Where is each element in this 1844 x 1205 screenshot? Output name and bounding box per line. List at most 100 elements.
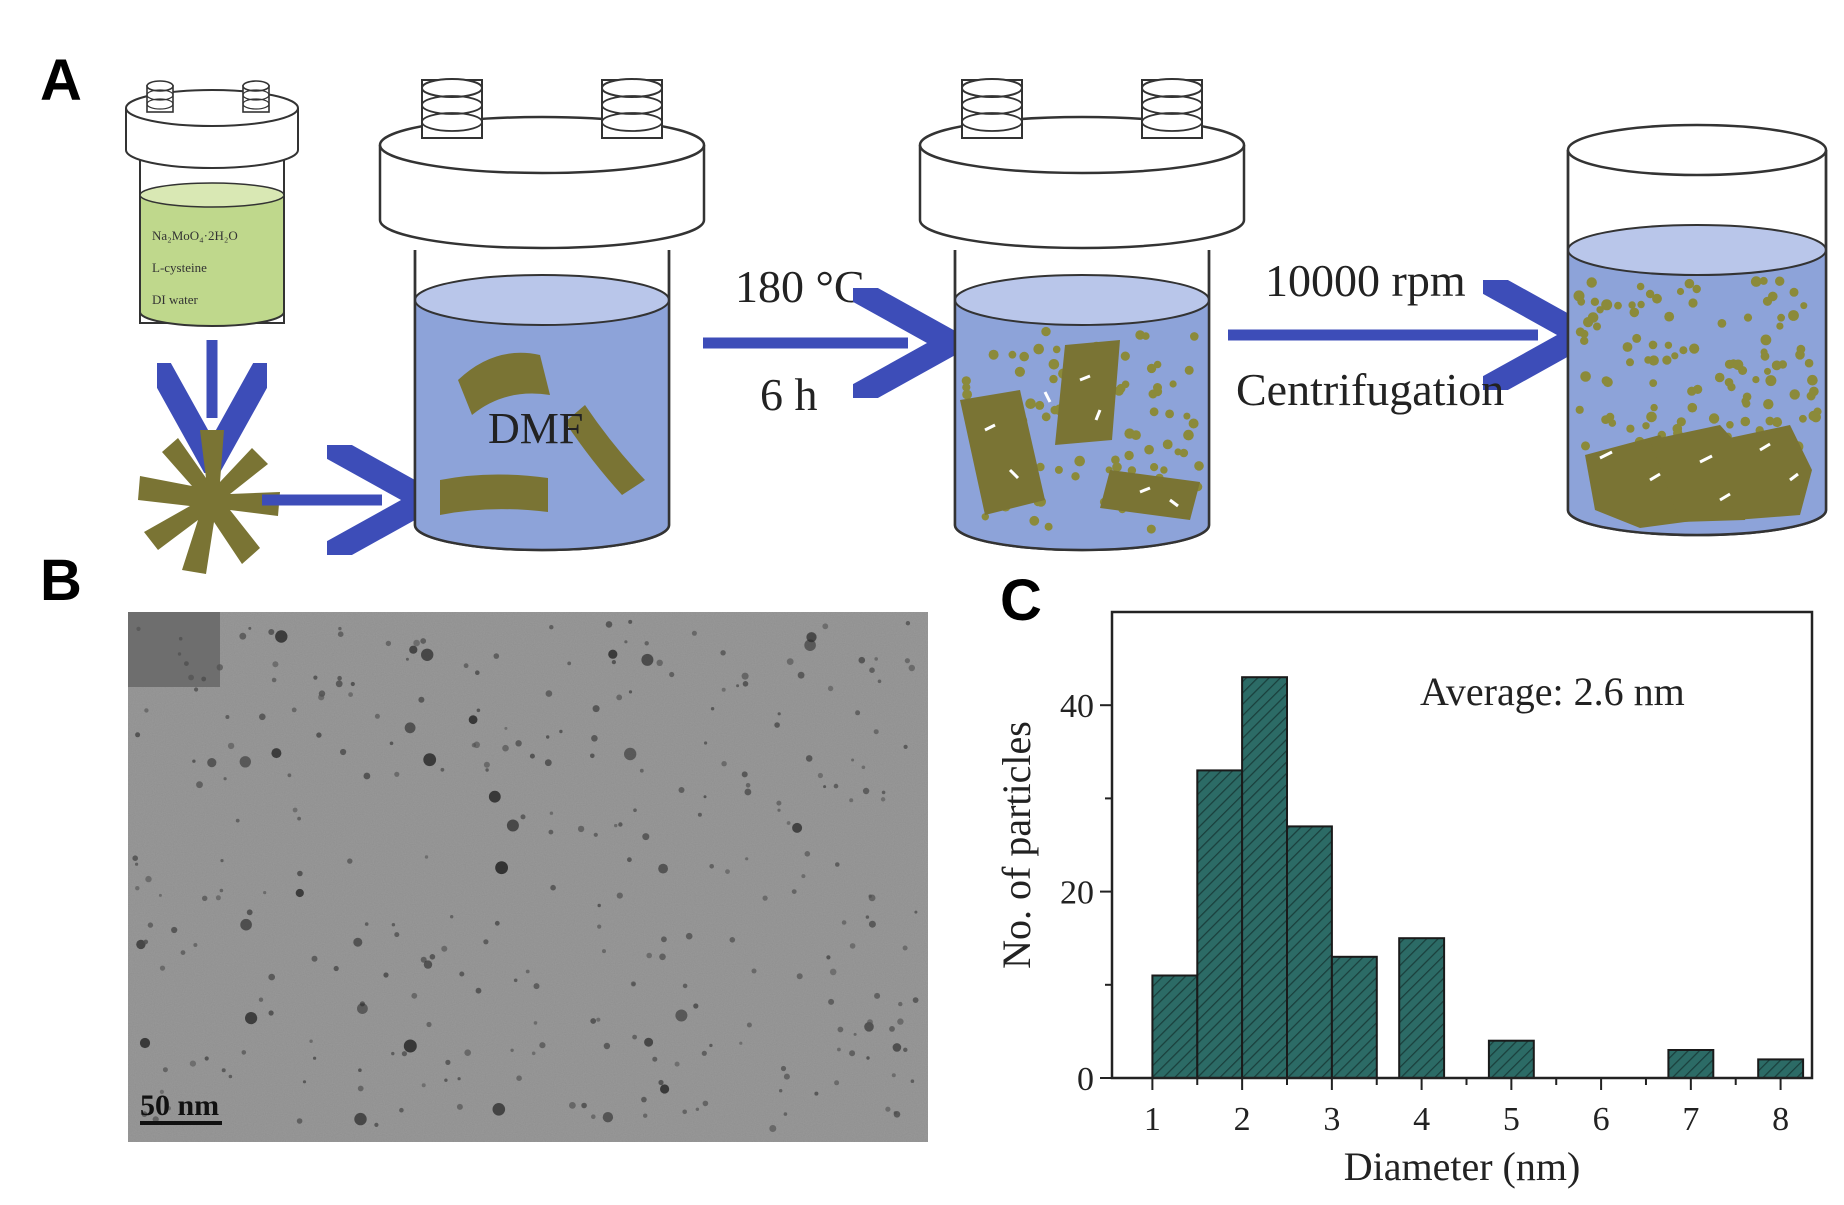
quantum-dot [1074,455,1085,467]
sediment [1720,425,1812,520]
y-axis-ticks: 0 20 40 [1060,688,1112,1098]
tem-particle [418,696,425,703]
quantum-dot [1637,300,1645,309]
quantum-dot [1632,333,1642,343]
tem-particle [769,1125,777,1132]
tem-particle [358,1068,362,1072]
tem-particle [271,677,277,683]
tem-particle [841,920,847,925]
reactor-reacted [918,78,1246,552]
tem-particle [471,743,477,748]
quantum-dot [1626,424,1635,433]
tem-particle [364,922,369,926]
tem-particle [335,680,343,688]
tem-particle [739,1041,743,1045]
tem-particle [291,707,297,713]
tem-particle [745,857,749,861]
tem-particle [221,1068,226,1073]
tem-particle [828,998,835,1005]
quantum-dot [1684,278,1695,289]
tem-particle [166,1106,171,1111]
tem-particle [628,619,633,624]
flake [960,390,1045,515]
tem-particle [180,950,186,955]
quantum-dot [1131,430,1141,440]
quantum-dot [1146,524,1156,534]
y-tick-label: 0 [1077,1061,1094,1098]
tem-particle [827,685,834,692]
tem-particle [624,747,637,761]
tem-particle [492,1103,506,1116]
quantum-dot [1687,402,1698,413]
tem-particle [644,1037,654,1047]
tem-particle [483,939,489,945]
x-tick-label: 4 [1413,1101,1430,1138]
tem-particle [239,632,247,640]
quantum-dot [1626,358,1634,367]
vial-liquid [139,195,285,327]
tem-particle [777,712,781,716]
tem-particle [656,659,663,666]
tem-particle [776,800,782,806]
tem-particle [861,765,866,770]
tem-particle [792,822,803,833]
tem-particle [204,1056,209,1061]
flake [565,405,645,495]
tem-particle [704,741,708,745]
quantum-dot [1644,356,1652,364]
tem-particle [515,740,522,747]
tem-particle [347,858,353,864]
tem-particle [849,1050,856,1057]
tem-particle [741,771,748,778]
tem-particle [520,814,526,820]
tem-particle [548,829,554,835]
tem-particle [409,645,418,654]
tem-particle [424,855,429,859]
tem-particle [420,638,427,644]
tem-particle [862,787,870,795]
tem-particle [721,687,726,692]
quantum-dot [1636,282,1645,291]
tem-particle [786,821,791,825]
tem-particle [710,707,715,711]
average-annotation: Average: 2.6 nm [1420,669,1685,714]
tem-particle [893,1111,897,1115]
tem-particle [184,661,189,666]
tem-particle [783,1073,790,1080]
tem-particle [228,1074,233,1079]
quantum-dot [1188,418,1199,429]
quantum-dot [1799,414,1807,423]
tem-particle [350,681,355,687]
quantum-dot [1776,322,1784,330]
tem-particle [779,1089,783,1093]
quantum-dot [1692,284,1701,294]
tem-particle [475,670,480,675]
tem-particle [516,1075,522,1081]
quantum-dot [1183,412,1191,420]
quantum-dot [1153,383,1162,392]
quantum-dot [1714,372,1725,383]
tem-particle [268,1010,274,1016]
quantum-dot [1628,301,1636,309]
tem-particle [869,667,875,673]
quantum-dot [1112,462,1122,472]
quantum-dot [1809,386,1819,397]
quantum-dot [1813,407,1822,416]
tem-particle [851,758,855,762]
tem-particle [912,997,919,1003]
tem-particle [357,1085,364,1092]
tem-particle [136,939,146,950]
tem-particle [693,1003,699,1009]
tem-particle [246,909,253,916]
quantum-dot [1019,351,1029,362]
quantum-dot [1008,350,1017,359]
tem-particle [178,636,183,641]
tem-particle [374,713,380,719]
quantum-dot [988,349,999,360]
quantum-dot [1194,461,1204,471]
quantum-dot [1121,380,1130,389]
histogram-bars [1151,676,1805,1080]
quantum-dot [1762,296,1773,306]
tem-particles [132,619,919,1132]
tem-particle [401,1051,407,1057]
